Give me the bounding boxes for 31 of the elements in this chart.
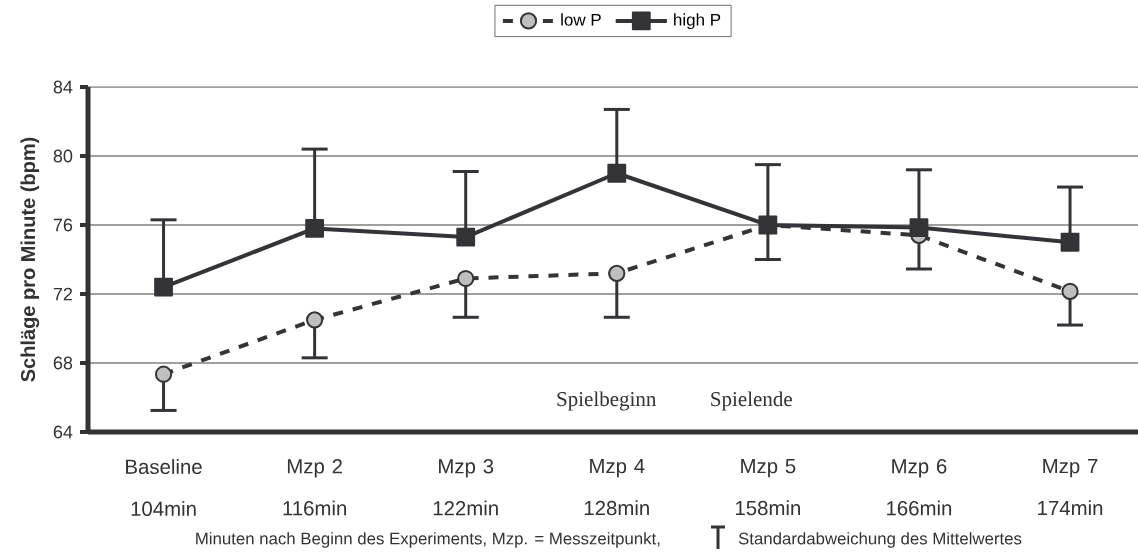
point (305, 219, 325, 238)
y-tick-label: 64 (53, 425, 73, 439)
point (456, 227, 476, 247)
point (154, 365, 173, 383)
annotation: Spielende (711, 391, 792, 411)
point (608, 264, 626, 282)
x-tick-label: Mzp 4 128min (584, 459, 649, 516)
y-tick-label: 80 (53, 149, 73, 163)
point (1061, 282, 1079, 301)
point (306, 311, 324, 329)
y-axis-title: Schläge pro Minute (bpm) (20, 137, 40, 382)
y-tick-label: 76 (53, 218, 73, 232)
x-tick-label: Mzp 6 166min (887, 459, 952, 516)
y-tick-label: 68 (53, 356, 73, 370)
legend-label: high P (674, 13, 721, 30)
point (909, 218, 929, 237)
x-tick-label: Mzp 7 174min (1038, 459, 1103, 516)
y-tick-label: 84 (53, 80, 73, 94)
category-label: Baseline 104min (126, 459, 202, 517)
x-tick-label: Mzp 5 158min (735, 459, 800, 516)
annotation: Spielbeginn (557, 391, 657, 411)
text: Minuten nach Beginn des Experiments, Mzp. = Messzeitpunkt, (196, 532, 660, 548)
x-tick-label: Mzp 3 122min (433, 459, 498, 516)
point (154, 277, 173, 297)
legend-label: low P (561, 13, 601, 26)
y-tick-label: 72 (53, 287, 73, 301)
x-tick-label: Mzp 2 116min (283, 459, 346, 516)
point (457, 269, 475, 288)
point (1060, 232, 1080, 252)
point (607, 163, 627, 183)
text: Standardabweichung des Mittelwertes (738, 532, 1022, 548)
